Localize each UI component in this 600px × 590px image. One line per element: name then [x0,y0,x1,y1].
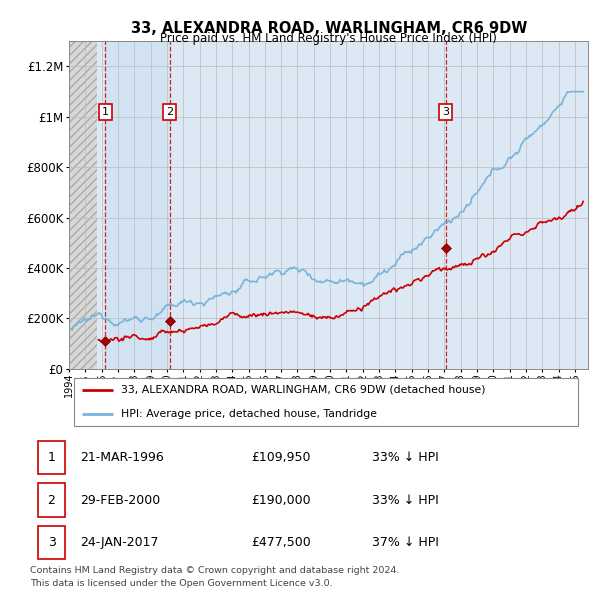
Text: 21-MAR-1996: 21-MAR-1996 [80,451,163,464]
Text: £477,500: £477,500 [251,536,311,549]
Text: This data is licensed under the Open Government Licence v3.0.: This data is licensed under the Open Gov… [30,579,332,588]
Text: £190,000: £190,000 [251,493,310,507]
Text: 29-FEB-2000: 29-FEB-2000 [80,493,160,507]
Text: 2: 2 [166,107,173,117]
Text: HPI: Average price, detached house, Tandridge: HPI: Average price, detached house, Tand… [121,409,377,419]
Text: 33, ALEXANDRA ROAD, WARLINGHAM, CR6 9DW (detached house): 33, ALEXANDRA ROAD, WARLINGHAM, CR6 9DW … [121,385,485,395]
Bar [38,483,65,517]
Text: 24-JAN-2017: 24-JAN-2017 [80,536,158,549]
Text: £109,950: £109,950 [251,451,310,464]
Text: 37% ↓ HPI: 37% ↓ HPI [372,536,439,549]
Bar [69,41,97,369]
Text: 1: 1 [102,107,109,117]
Text: Price paid vs. HM Land Registry's House Price Index (HPI): Price paid vs. HM Land Registry's House … [160,32,497,45]
Text: 33, ALEXANDRA ROAD, WARLINGHAM, CR6 9DW: 33, ALEXANDRA ROAD, WARLINGHAM, CR6 9DW [131,21,527,35]
Text: Contains HM Land Registry data © Crown copyright and database right 2024.: Contains HM Land Registry data © Crown c… [30,566,400,575]
Text: 2: 2 [47,493,55,507]
Text: 1: 1 [47,451,55,464]
Text: 33% ↓ HPI: 33% ↓ HPI [372,493,439,507]
Text: 3: 3 [47,536,55,549]
Bar [105,41,170,369]
Text: 33% ↓ HPI: 33% ↓ HPI [372,451,439,464]
Bar [38,526,65,559]
Bar [38,441,65,474]
Text: 3: 3 [442,107,449,117]
